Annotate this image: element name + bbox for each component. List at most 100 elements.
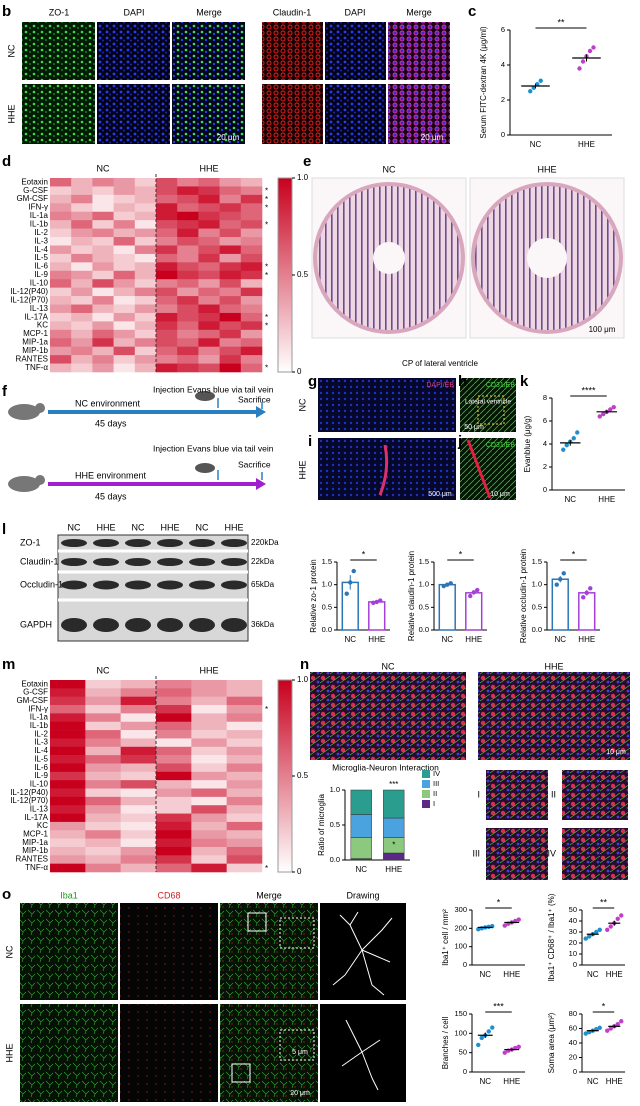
heatmap-cell xyxy=(92,338,114,347)
y-tick-label: 0.5 xyxy=(532,602,542,611)
x-tick-label: NC xyxy=(355,865,367,874)
heatmap-cell xyxy=(156,730,192,739)
heatmap-cell xyxy=(113,321,136,331)
x-tick-label: NC xyxy=(587,1077,599,1086)
heatmap-cell xyxy=(85,746,121,756)
heatmap-cell xyxy=(240,253,263,263)
heatmap-cell xyxy=(50,863,86,873)
panel-letter: o xyxy=(2,886,11,903)
heatmap-cell xyxy=(240,237,263,246)
heatmap-cell xyxy=(134,220,157,229)
heatmap-cell xyxy=(219,312,242,322)
micrograph xyxy=(388,84,450,144)
protein-label: Occludin-1 xyxy=(20,579,63,589)
legend-swatch xyxy=(422,770,430,778)
heatmap-cell xyxy=(50,237,72,246)
x-tick-label: HHE xyxy=(606,970,623,979)
heatmap-cell xyxy=(85,855,121,864)
micrograph xyxy=(22,84,95,144)
data-point xyxy=(531,85,536,90)
heatmap-cell xyxy=(50,696,86,706)
heatmap-cell xyxy=(177,363,199,373)
row-label: IL-12(P70) xyxy=(10,295,48,304)
heatmap-cell xyxy=(134,178,157,187)
heatmap-cell xyxy=(134,287,157,297)
heatmap-cell xyxy=(219,228,242,238)
heatmap-cell xyxy=(156,846,192,856)
blot xyxy=(57,534,249,642)
y-axis-label: Soma area (μm²) xyxy=(547,1012,556,1073)
arrowhead xyxy=(256,406,266,418)
stain-label: DAPI/EB xyxy=(426,382,454,389)
heatmap-cell xyxy=(71,262,93,272)
heatmap-cell xyxy=(134,296,157,305)
heatmap-cell xyxy=(240,262,263,272)
legend-label: II xyxy=(433,789,437,798)
data-point xyxy=(535,82,540,87)
heatmap-cell xyxy=(134,211,157,221)
heatmap-cell xyxy=(85,788,121,798)
row-label: MCP-1 xyxy=(23,329,48,338)
legend-swatch xyxy=(422,780,430,788)
significance-label: * xyxy=(265,705,268,714)
layout xyxy=(8,22,630,1102)
row-label: IL-9 xyxy=(34,771,48,780)
heatmap-cell xyxy=(113,194,136,204)
column-label: Iba1 xyxy=(60,890,78,900)
lane-label: HHE xyxy=(224,522,243,532)
duration-label: 45 days xyxy=(95,418,127,428)
legend-swatch xyxy=(422,800,430,808)
heatmap-cell xyxy=(156,194,178,204)
heatmap-cell xyxy=(226,838,263,848)
heatmap-cell xyxy=(240,338,263,347)
heatmap-cell xyxy=(177,228,199,238)
heatmap-cell xyxy=(198,253,220,263)
heatmap-cell xyxy=(156,788,192,798)
heatmap-cell xyxy=(50,203,72,213)
inset-box xyxy=(279,1029,315,1061)
heatmap-cell xyxy=(177,211,199,221)
heatmap-cell xyxy=(240,228,263,238)
heatmap-cell xyxy=(198,329,220,339)
heatmap-cell xyxy=(219,245,242,255)
heatmap-cell xyxy=(156,329,178,339)
heatmap-cell xyxy=(156,355,178,364)
heatmap-cell xyxy=(156,186,178,196)
row-label: IL-2 xyxy=(34,729,48,738)
heatmap-cell xyxy=(113,253,136,263)
heatmap-cell xyxy=(120,805,157,814)
heatmap-cell xyxy=(156,338,178,347)
data-point xyxy=(554,582,559,587)
heatmap-cell xyxy=(219,253,242,263)
heatmap-cell xyxy=(92,363,114,373)
zoom-label: II xyxy=(551,789,556,799)
x-tick-label: HHE xyxy=(578,140,595,149)
heatmap-cell xyxy=(50,730,86,739)
heatmap-cell xyxy=(219,270,242,280)
drawing-panel xyxy=(320,903,406,1000)
heatmap-cell xyxy=(191,680,227,689)
micrograph xyxy=(325,22,386,80)
heatmap-cell xyxy=(156,270,178,280)
mouse-icon xyxy=(195,463,215,473)
heatmap-cell xyxy=(50,830,86,839)
data-point xyxy=(588,586,593,591)
row-label: HHE xyxy=(4,1043,14,1062)
colorbar-label: 0.5 xyxy=(297,771,309,780)
blot-band xyxy=(221,580,247,590)
heatmap-cell xyxy=(92,287,114,297)
bar-segment xyxy=(383,852,405,861)
heatmap-cell xyxy=(198,211,220,221)
heatmap-cell xyxy=(50,338,72,347)
heatmap-cell xyxy=(50,355,72,364)
heatmap-cell xyxy=(240,270,263,280)
heatmap-cell xyxy=(219,363,242,373)
roi-box xyxy=(477,395,505,425)
heatmap-cell xyxy=(120,838,157,848)
blot-band xyxy=(93,580,119,590)
data-point xyxy=(344,591,349,596)
data-point xyxy=(486,1029,491,1034)
zoom-label: IV xyxy=(547,848,556,858)
y-tick-label: 300 xyxy=(454,905,467,914)
heatmap-cell xyxy=(71,186,93,196)
